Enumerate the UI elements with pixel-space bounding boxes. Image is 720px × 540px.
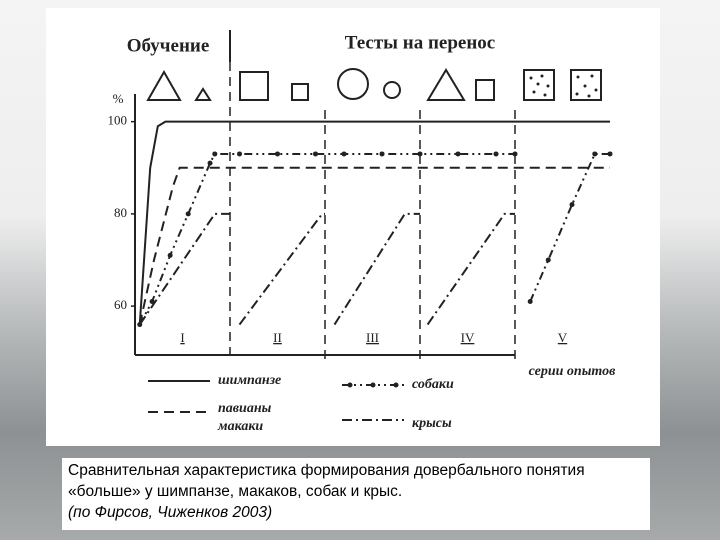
legend-marker (393, 382, 399, 388)
series-line (529, 152, 610, 302)
icon-dots (529, 74, 598, 98)
legend-label: шимпанзе (218, 373, 281, 388)
series-marker (212, 151, 218, 157)
series-marker (493, 151, 499, 157)
circle (337, 68, 369, 100)
legend-marker (347, 382, 353, 388)
series-marker (569, 202, 575, 208)
triangle (146, 69, 182, 101)
series-marker (455, 151, 461, 157)
series-line (138, 212, 230, 326)
series-marker (275, 151, 280, 157)
series-marker (527, 299, 533, 304)
x-tick-label: I (180, 330, 184, 345)
legend-label: павианы макаки (218, 401, 272, 434)
series-marker (237, 151, 242, 157)
triangle-small (194, 87, 212, 101)
header-left: Обучение (127, 35, 210, 56)
circle-small (383, 81, 401, 99)
x-tick-label: IV (461, 330, 475, 345)
series-marker (313, 151, 318, 157)
x-tick-label: V (558, 330, 568, 345)
series-marker (341, 151, 347, 157)
figure-panel (46, 8, 660, 446)
series-marker (417, 151, 423, 157)
square (239, 71, 269, 101)
series-line (426, 212, 515, 326)
y-tick-label: 80 (114, 205, 127, 220)
x-tick-label: III (366, 330, 379, 345)
series-line (333, 212, 420, 326)
square-small (291, 83, 309, 101)
series-line (238, 212, 325, 326)
series-marker (545, 257, 551, 263)
dotted-square (570, 69, 602, 101)
x-axis-label: серии опытов (529, 364, 617, 379)
caption-source: (по Фирсов, Чиженков 2003) (68, 504, 273, 521)
legend-label: собаки (412, 377, 454, 392)
header-right: Тесты на перенос (345, 32, 495, 53)
dotted-square (523, 69, 555, 101)
series-dividers (229, 62, 516, 360)
square-small (475, 79, 495, 101)
series-marker (592, 151, 598, 157)
series-line (138, 120, 610, 325)
series-marker (379, 151, 385, 157)
series-marker (512, 151, 518, 157)
series-line (138, 166, 610, 325)
series-marker (185, 211, 191, 217)
triangle (426, 68, 466, 101)
legend-label: крысы (412, 416, 452, 431)
series-line (138, 152, 515, 326)
y-tick-label: 60 (114, 297, 127, 312)
y-axis-label: % (113, 91, 124, 106)
legend-marker (370, 382, 376, 388)
y-tick-label: 100 (108, 113, 128, 128)
series-marker (167, 252, 173, 258)
caption: Сравнительная характеристика формировани… (62, 458, 650, 530)
stimulus-icons (146, 30, 602, 101)
x-tick-label: II (273, 330, 282, 345)
series-marker (207, 160, 213, 166)
series-marker (607, 151, 613, 157)
caption-text: Сравнительная характеристика формировани… (68, 462, 585, 500)
